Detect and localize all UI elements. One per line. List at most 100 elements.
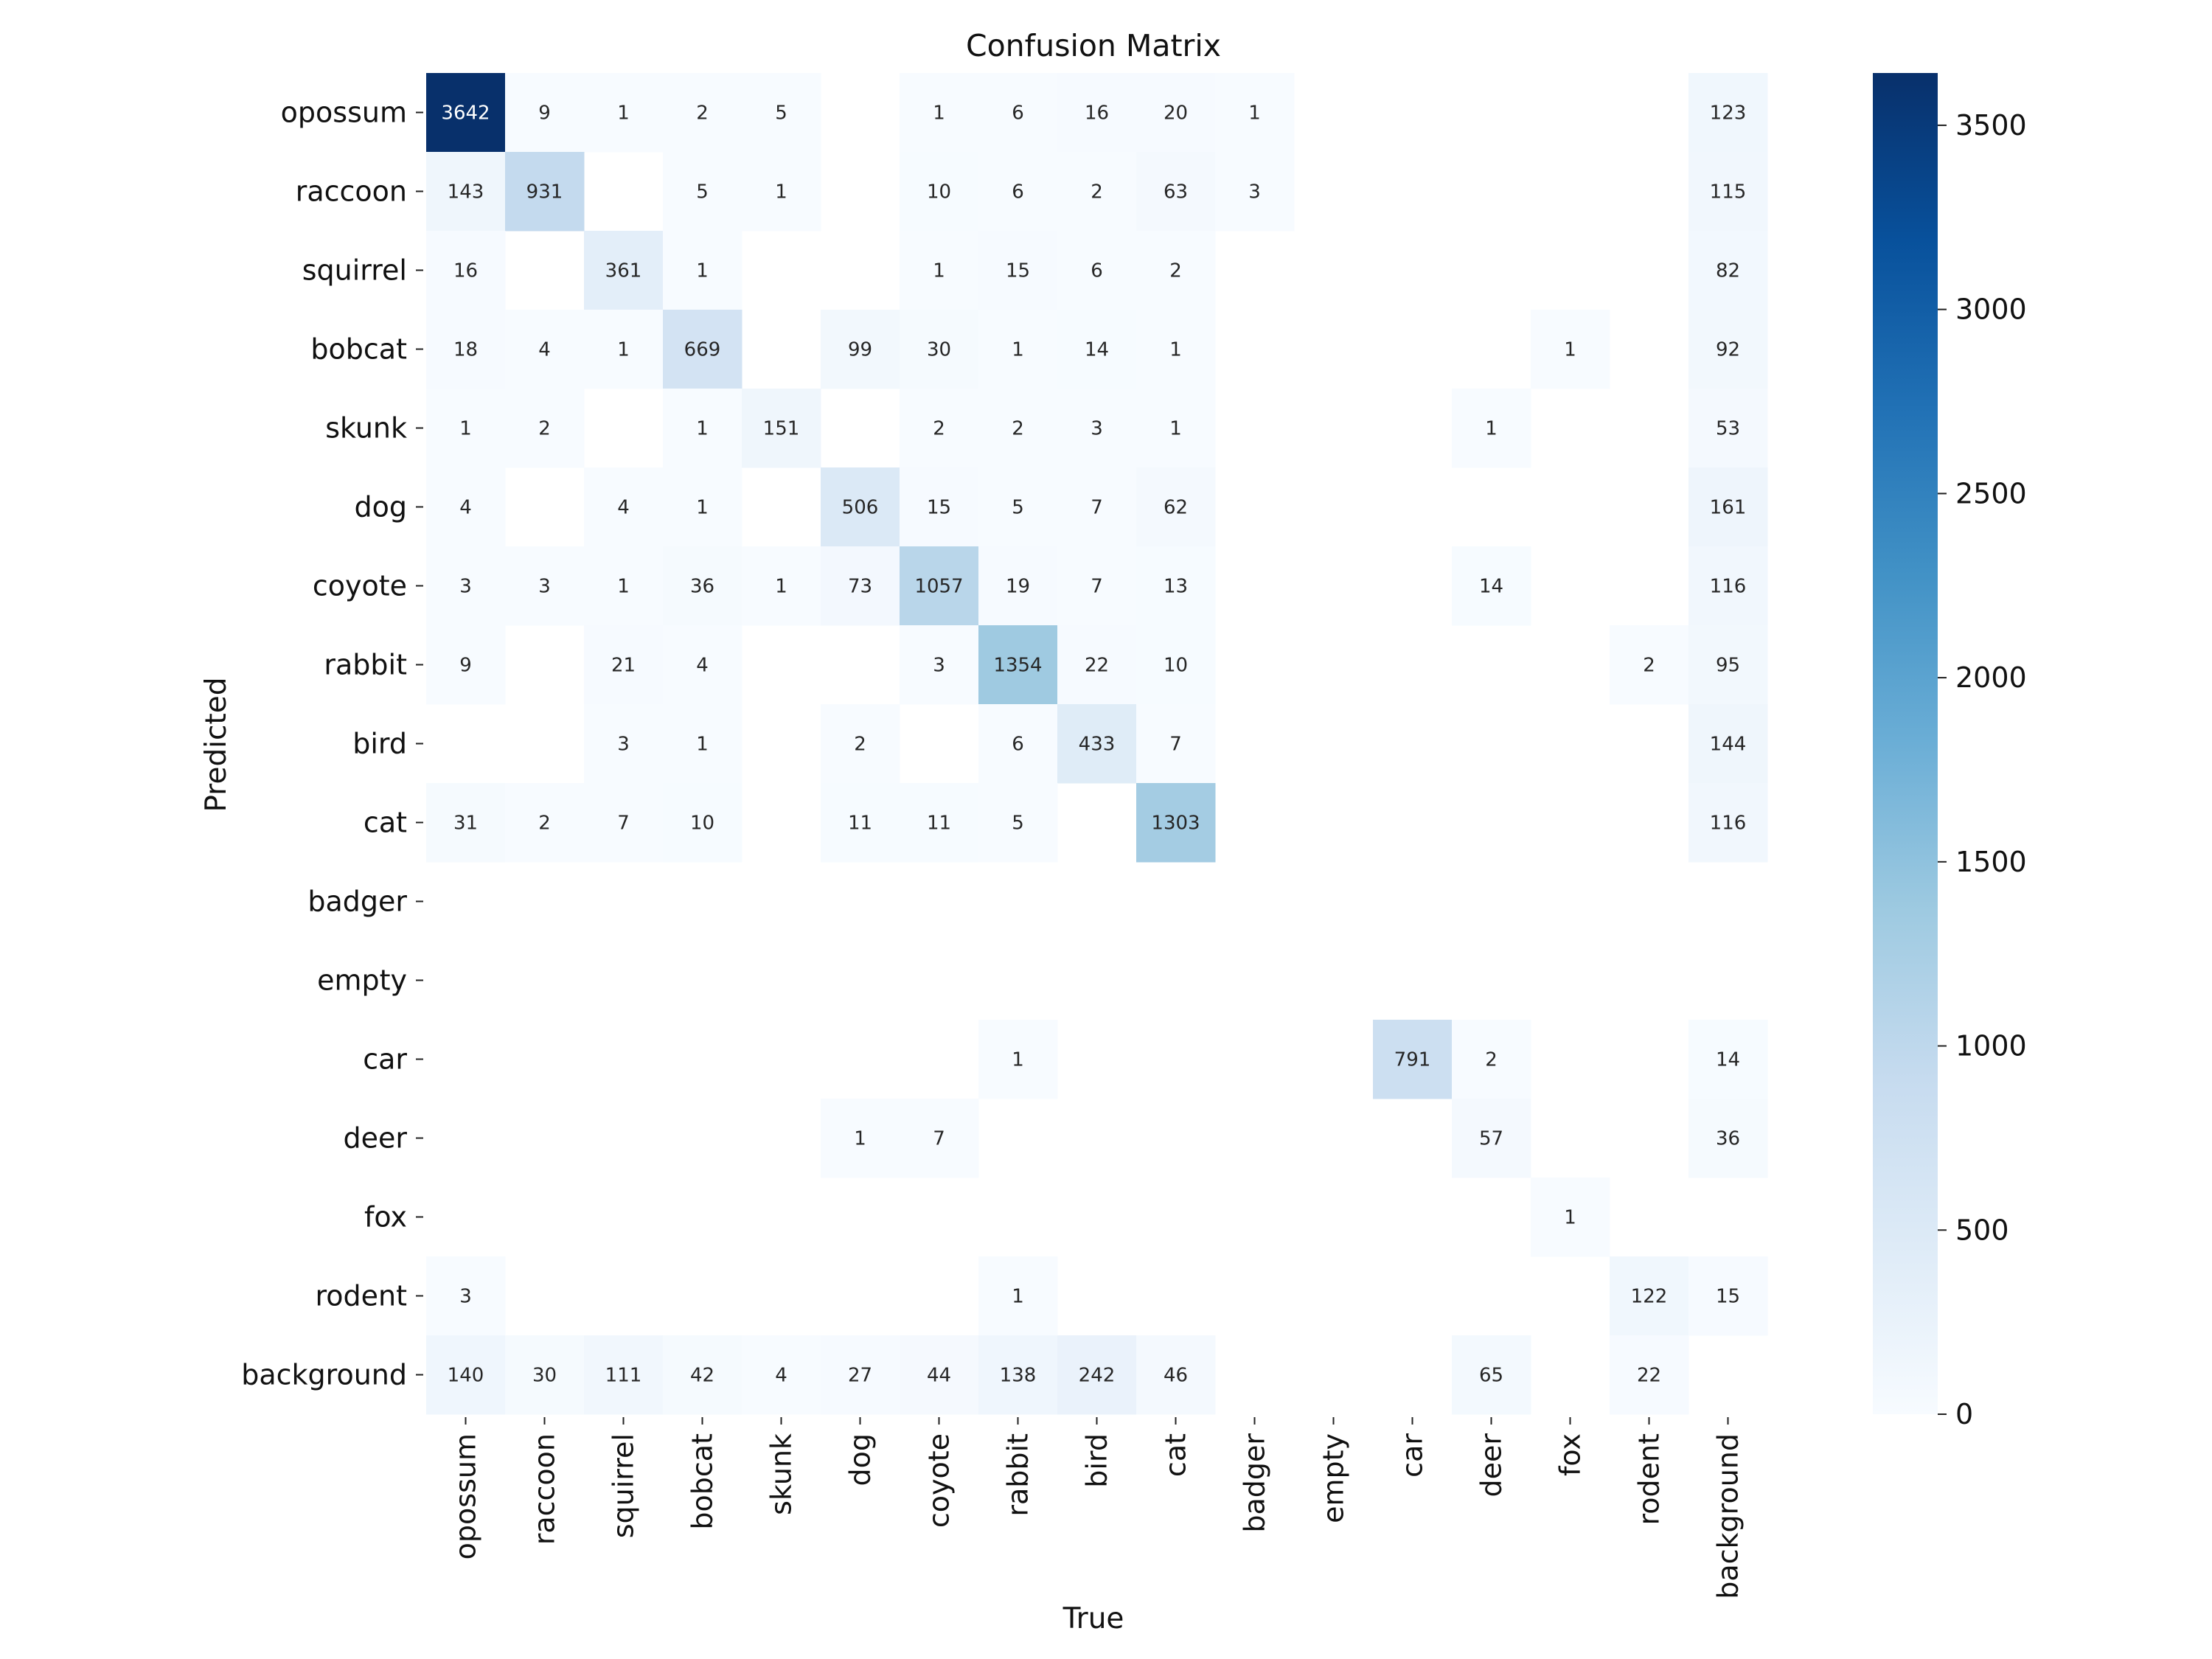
x-tick-label: bobcat [686,1433,719,1530]
heatmap-cell [426,389,506,468]
heatmap-cell [663,625,742,705]
cell-value-label: 1 [459,418,472,440]
heatmap-cell [1531,1178,1610,1257]
cell-value-label: 151 [763,418,800,440]
heatmap-cell [584,546,664,626]
cell-value-label: 31 [453,813,478,835]
heatmap-cell [1688,1256,1768,1336]
cell-value-label: 3 [1091,418,1103,440]
y-tick-label: dog [355,491,408,524]
cell-value-label: 1 [775,181,787,204]
heatmap-cell [978,1020,1058,1099]
heatmap-cell [821,467,900,547]
cell-value-label: 7 [1091,497,1103,519]
heatmap-cell [978,625,1058,705]
heatmap-cell [1688,704,1768,784]
y-tick-label: skunk [325,412,407,445]
heatmap-cell [1452,1099,1531,1178]
heatmap-cell [1057,704,1137,784]
heatmap-cell [1688,783,1768,863]
x-tick-label: rabbit [1002,1433,1034,1517]
cell-value-label: 1 [775,576,787,598]
cell-value-label: 1 [1012,1286,1024,1308]
cell-value-label: 15 [927,497,951,519]
cell-value-label: 4 [459,497,472,519]
heatmap-cell [900,1335,979,1415]
heatmap-cell [821,704,900,784]
cell-value-label: 433 [1079,734,1116,756]
heatmap-cell [426,152,506,232]
y-tick-label: raccoon [296,175,407,208]
heatmap-cell [1057,546,1137,626]
heatmap-cell [1136,231,1216,310]
cell-value-label: 6 [1012,734,1024,756]
cell-value-label: 18 [453,339,478,361]
cell-value-label: 14 [1479,576,1503,598]
x-tick-label: cat [1160,1433,1192,1477]
heatmap-cell [1688,1099,1768,1178]
cell-value-label: 161 [1710,497,1747,519]
heatmap-cell [742,152,821,232]
cell-value-label: 4 [538,339,551,361]
heatmap-cell [1688,231,1768,310]
heatmap-cell [1057,1335,1137,1415]
cell-value-label: 6 [1012,102,1024,125]
heatmap-cell [584,783,664,863]
cell-value-label: 3 [538,576,551,598]
cell-value-label: 1 [1012,339,1024,361]
heatmap-cell [821,310,900,389]
cell-value-label: 53 [1716,418,1740,440]
cell-value-label: 15 [1716,1286,1740,1308]
heatmap-cell [1610,1256,1689,1336]
heatmap-cell [1688,389,1768,468]
cell-value-label: 5 [1012,813,1024,835]
heatmap-cell [900,1099,979,1178]
heatmap-cell [1452,1020,1531,1099]
heatmap-cell [584,310,664,389]
heatmap-cell [426,231,506,310]
heatmap-cell [821,783,900,863]
x-tick-label: squirrel [608,1433,640,1538]
cell-value-label: 2 [538,418,551,440]
heatmap-cell [1215,73,1295,153]
cell-value-label: 36 [1716,1128,1740,1150]
colorbar-tick-label: 2500 [1955,477,2027,509]
x-tick-label: bird [1081,1433,1113,1488]
cell-value-label: 4 [775,1365,787,1387]
heatmap-cell [900,783,979,863]
colorbar-tick-label: 3000 [1955,293,2027,326]
heatmap-cell [663,73,742,153]
cell-value-label: 22 [1637,1365,1661,1387]
heatmap-cell [426,467,506,547]
cell-value-label: 2 [854,734,866,756]
heatmap-cell [584,704,664,784]
cell-value-label: 1 [696,418,709,440]
heatmap-cell [1136,467,1216,547]
x-tick-label: badger [1239,1433,1271,1533]
heatmap-cell [505,73,585,153]
cell-value-label: 3 [1248,181,1261,204]
x-tick-label: opossum [450,1433,482,1559]
heatmap-cell [1136,73,1216,153]
heatmap-cell [505,389,585,468]
cell-value-label: 1 [1564,1207,1576,1229]
colorbar: 0 500 1000 1500 2000 2500 3000 3500 [1873,73,2027,1430]
heatmap-cell [426,783,506,863]
heatmap-cell [1688,152,1768,232]
cell-value-label: 138 [1000,1365,1037,1387]
heatmap-cell [663,389,742,468]
heatmap-cell [978,389,1058,468]
cell-value-label: 3642 [441,102,490,125]
heatmap-cell [821,1099,900,1178]
cell-value-label: 4 [617,497,630,519]
chart-title: Confusion Matrix [966,28,1221,63]
heatmap-cell [584,625,664,705]
heatmap-cell [1452,546,1531,626]
heatmap-cell [1688,1020,1768,1099]
cell-value-label: 30 [927,339,951,361]
cell-value-label: 3 [617,734,630,756]
cell-value-label: 14 [1716,1049,1740,1071]
heatmap-cell [663,546,742,626]
heatmap-cell [1136,389,1216,468]
cell-value-label: 95 [1716,655,1740,677]
